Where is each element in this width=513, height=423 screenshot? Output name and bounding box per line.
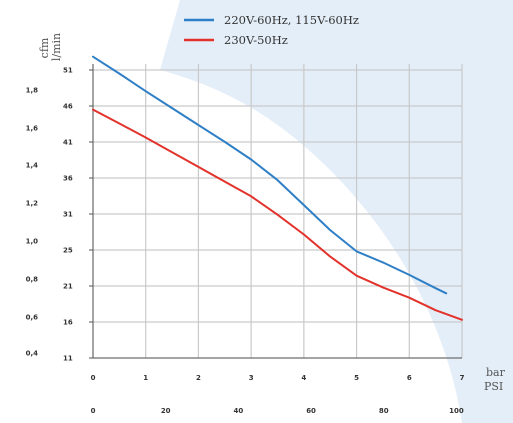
series-line-blue: [92, 55, 448, 295]
y-tick-label-lmin: 25: [63, 247, 73, 255]
x-tick-label-bar: 1: [143, 374, 148, 382]
y-tick-label-cfm: 0,8: [26, 276, 39, 284]
x-unit-psi: PSI: [484, 380, 503, 393]
x-tick-label-psi: 80: [379, 407, 389, 415]
x-tick-label-psi: 0: [91, 407, 96, 415]
x-tick-label-bar: 3: [249, 374, 254, 382]
x-tick-label-psi: 60: [306, 407, 316, 415]
y-tick-label-cfm: 1,2: [26, 200, 39, 208]
x-tick-label-bar: 2: [196, 374, 201, 382]
legend-label-blue: 220V-60Hz, 115V-60Hz: [224, 13, 359, 27]
x-tick-label-bar: 5: [354, 374, 359, 382]
legend-label-red: 230V-50Hz: [224, 33, 288, 47]
y-unit-cfm: cfm: [38, 37, 51, 58]
y-tick-label-lmin: 36: [63, 175, 73, 183]
y-tick-label-lmin: 21: [63, 283, 73, 291]
y-tick-label-lmin: 51: [63, 67, 73, 75]
y-tick-label-cfm: 1,8: [26, 87, 39, 95]
y-tick-label-cfm: 1,4: [26, 162, 39, 170]
x-tick-label-bar: 4: [301, 374, 306, 382]
series: [92, 55, 463, 321]
y-tick-label-lmin: 31: [63, 211, 73, 219]
background-swoosh: [160, 0, 513, 423]
y-tick-label-lmin: 46: [63, 103, 73, 111]
tick-labels: 5146413631252116111,81,61,41,21,00,80,60…: [26, 67, 465, 416]
y-tick-label-cfm: 1,0: [26, 238, 39, 246]
x-tick-label-bar: 7: [460, 374, 465, 382]
y-tick-label-lmin: 41: [63, 139, 73, 147]
y-tick-label-cfm: 0,6: [26, 314, 39, 322]
legend: 220V-60Hz, 115V-60Hz 230V-50Hz: [184, 13, 359, 47]
y-tick-label-lmin: 11: [63, 355, 73, 363]
y-tick-label-lmin: 16: [63, 319, 73, 327]
series-line-red: [92, 108, 463, 321]
x-tick-label-bar: 6: [407, 374, 412, 382]
x-tick-label-psi: 100: [449, 407, 464, 415]
y-unit-lmin: l/min: [50, 33, 63, 61]
x-tick-label-psi: 40: [234, 407, 244, 415]
y-tick-label-cfm: 1,6: [26, 125, 39, 133]
x-tick-label-psi: 20: [161, 407, 171, 415]
y-tick-label-cfm: 0,4: [26, 350, 39, 358]
x-tick-label-bar: 0: [91, 374, 96, 382]
x-unit-bar: bar: [486, 366, 506, 379]
